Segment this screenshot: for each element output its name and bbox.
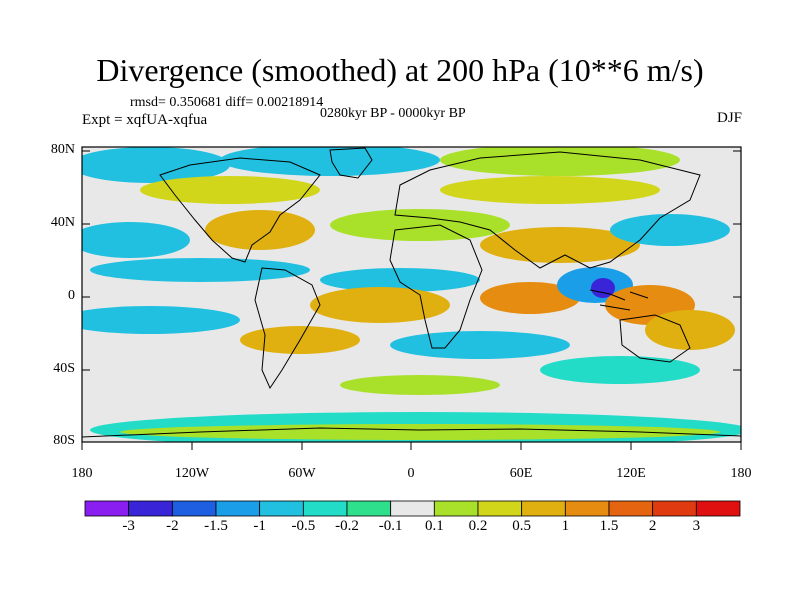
colorbar-swatch bbox=[390, 500, 435, 517]
colorbar-swatch bbox=[652, 500, 697, 517]
contour-north-atlantic-high bbox=[220, 147, 440, 176]
contour-indian-ocean bbox=[480, 282, 580, 314]
lon-label: 180 bbox=[730, 466, 752, 481]
colorbar-label: -2 bbox=[166, 518, 179, 534]
colorbar-swatch bbox=[477, 500, 523, 517]
contour-atlantic-mid bbox=[330, 209, 510, 241]
contour-south-pacific-east bbox=[82, 306, 240, 334]
colorbar-swatch bbox=[346, 500, 392, 517]
colorbar-label: 2 bbox=[648, 518, 657, 534]
contour-tropical-east-pacific bbox=[90, 258, 310, 282]
colorbar-swatch bbox=[521, 500, 566, 517]
colorbar-label: -3 bbox=[122, 518, 135, 534]
colorbar-swatch bbox=[608, 500, 654, 517]
contour-pacific-mid bbox=[82, 222, 190, 258]
colorbar-label: 0.5 bbox=[512, 518, 532, 534]
colorbar-label: -1.5 bbox=[204, 518, 228, 534]
coast-south-america bbox=[254, 267, 321, 390]
colorbar-label: 3 bbox=[692, 518, 701, 534]
lat-label: 80N bbox=[50, 142, 75, 157]
lon-label: 0 bbox=[407, 466, 415, 481]
contour-southern-mid bbox=[340, 375, 500, 395]
lon-label: 120E bbox=[616, 466, 646, 481]
lat-label: 80S bbox=[53, 433, 75, 448]
colorbar-label: -1 bbox=[253, 518, 266, 534]
contour-arctic-band bbox=[440, 147, 680, 176]
lat-label: 40S bbox=[53, 361, 75, 376]
colorbar-label: 0.1 bbox=[424, 518, 444, 534]
contour-tropical-atlantic bbox=[320, 268, 480, 292]
contour-min-center bbox=[591, 278, 615, 298]
colorbar-label: 1.5 bbox=[599, 518, 619, 534]
coast-australia bbox=[619, 314, 691, 363]
contour-us-east bbox=[205, 210, 315, 250]
lon-label: 60E bbox=[509, 466, 533, 481]
colorbar-swatch bbox=[695, 500, 741, 517]
colorbar-swatch bbox=[128, 500, 173, 517]
contour-eurasia bbox=[440, 176, 660, 204]
coast-antarctica bbox=[82, 427, 741, 438]
coast-greenland bbox=[329, 147, 373, 179]
coast-maritime bbox=[589, 289, 649, 311]
stats-text: rmsd= 0.350681 diff= 0.00218914 bbox=[130, 95, 324, 110]
colorbar-swatch bbox=[302, 500, 348, 517]
lat-label: 40N bbox=[50, 215, 75, 230]
coast-north-america bbox=[159, 157, 321, 263]
experiment-text: Expt = xqfUA-xqfua bbox=[82, 112, 208, 128]
colorbar bbox=[84, 500, 741, 517]
colorbar-label: 0.2 bbox=[468, 518, 488, 534]
contour-southern-core bbox=[120, 424, 720, 440]
axis-ticks bbox=[81, 150, 742, 450]
colorbar-label: -0.1 bbox=[378, 518, 403, 534]
colorbar-label: 1 bbox=[561, 518, 570, 534]
map-title: Divergence (smoothed) at 200 hPa (10**6 … bbox=[96, 52, 704, 88]
map-field bbox=[82, 147, 741, 442]
colorbar-label: -0.2 bbox=[335, 518, 359, 534]
colorbar-swatch bbox=[84, 500, 130, 517]
colorbar-swatch bbox=[215, 500, 261, 517]
coastlines bbox=[82, 147, 741, 438]
contour-south-atlantic bbox=[310, 287, 450, 323]
contour-north-pacific-high bbox=[82, 147, 230, 183]
lon-label: 120W bbox=[174, 466, 210, 481]
contour-south-pacific-west bbox=[540, 356, 700, 384]
colorbar-label: -0.5 bbox=[291, 518, 316, 534]
colorbar-swatch bbox=[433, 500, 479, 517]
coast-eurasia bbox=[394, 151, 701, 269]
season-text: DJF bbox=[716, 110, 742, 126]
colorbar-swatch bbox=[259, 500, 304, 517]
lon-label: 180 bbox=[71, 466, 93, 481]
contour-north-america bbox=[140, 176, 320, 204]
coast-africa bbox=[389, 224, 483, 349]
lon-label: 60W bbox=[288, 466, 316, 481]
colorbar-swatch bbox=[564, 500, 610, 517]
contour-west-pacific bbox=[610, 214, 730, 246]
colorbar-swatch bbox=[171, 500, 217, 517]
contour-south-indian bbox=[390, 331, 570, 359]
lat-label: 0 bbox=[68, 288, 75, 303]
period-text: 0280kyr BP - 0000kyr BP bbox=[320, 106, 466, 121]
